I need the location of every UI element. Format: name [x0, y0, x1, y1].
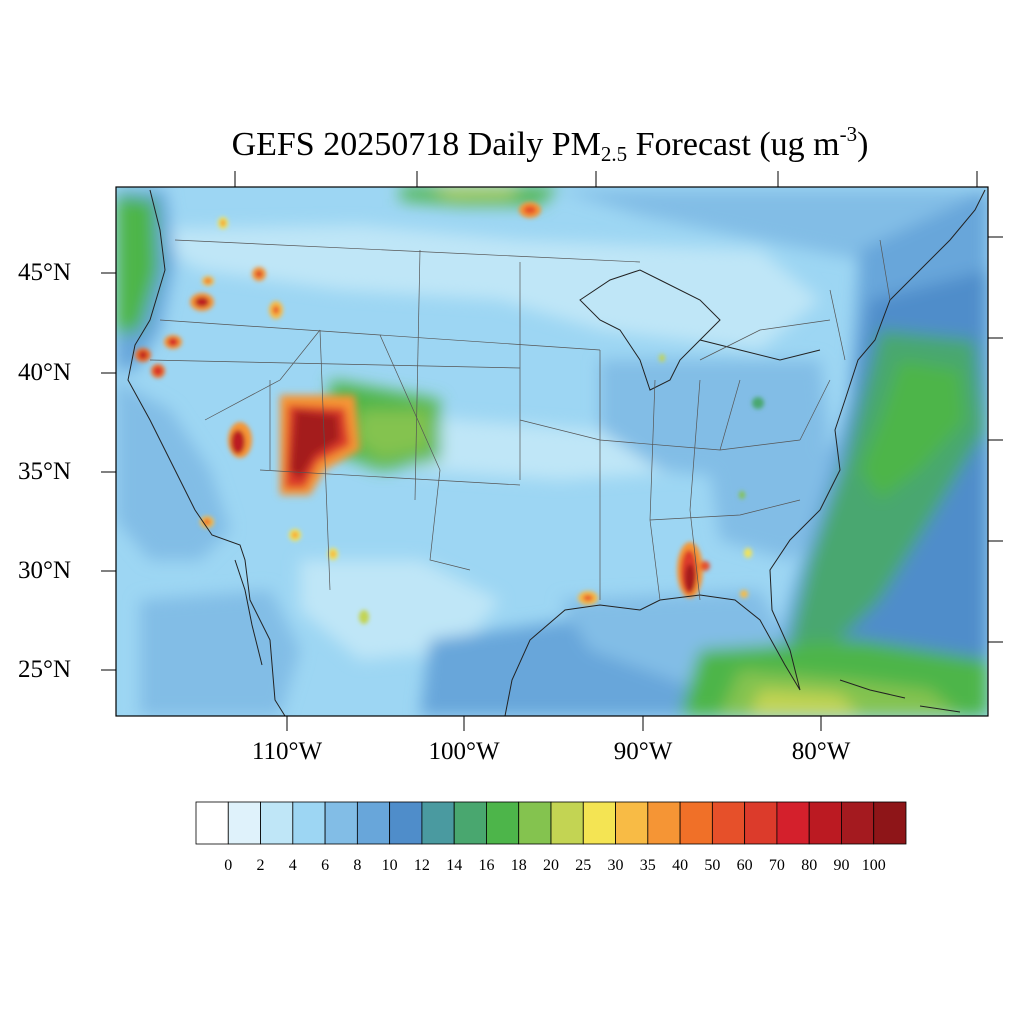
colorbar-label: 80: [801, 857, 818, 874]
colorbar-label: 8: [353, 857, 362, 874]
title-superscript: -3: [839, 122, 858, 146]
colorbar-label: 25: [575, 857, 592, 874]
lat-label-35n: 35°N: [18, 458, 72, 485]
lon-label-80w: 80°W: [791, 738, 851, 765]
map-field: [116, 187, 988, 716]
colorbar-label: 6: [321, 857, 330, 874]
colorbar-swatch: [744, 801, 778, 845]
colorbar-swatch: [453, 801, 487, 845]
state-borders: [149, 239, 891, 601]
lat-label-30n: 30°N: [18, 557, 72, 584]
broad-field: [116, 187, 988, 716]
colorbar-swatch: [518, 801, 552, 845]
top-tick-marks: [234, 171, 978, 187]
colorbar-swatch: [389, 801, 423, 845]
colorbar-swatch: [873, 801, 907, 845]
colorbar-label: 50: [704, 857, 721, 874]
lon-label-90w: 90°W: [613, 738, 673, 765]
lon-label-110w: 110°W: [251, 738, 323, 765]
colorbar-swatch: [292, 801, 326, 845]
colorbar-swatch: [776, 801, 810, 845]
colorbar-label: 18: [510, 857, 527, 874]
fire-hotspots: [135, 202, 764, 624]
colorbar-label: 16: [478, 857, 495, 874]
colorbar-swatch: [227, 801, 261, 845]
colorbar-swatch: [582, 801, 616, 845]
right-tick-marks: [988, 236, 1003, 643]
colorbar-label: 40: [672, 857, 689, 874]
title-prefix: GEFS 20250718 Daily PM: [231, 126, 601, 163]
left-tick-marks: [101, 272, 116, 671]
colorbar-label: 4: [288, 857, 297, 874]
colorbar-label: 100: [861, 857, 886, 874]
colorbar-label: 2: [256, 857, 265, 874]
lat-label-40n: 40°N: [18, 359, 72, 386]
plume-four-corners: [280, 395, 360, 495]
colorbar-swatch: [324, 801, 358, 845]
colorbar-label: 70: [768, 857, 785, 874]
colorbar: [195, 801, 907, 845]
colorbar-swatch: [260, 801, 294, 845]
chart-title: GEFS 20250718 Daily PM2.5 Forecast (ug m…: [0, 114, 1024, 174]
colorbar-swatch: [356, 801, 391, 845]
lat-label-25n: 25°N: [18, 656, 72, 683]
colorbar-label: 60: [736, 857, 753, 874]
lon-label-100w: 100°W: [428, 738, 500, 765]
title-suffix: ): [857, 126, 869, 163]
colorbar-swatch: [808, 801, 842, 845]
colorbar-swatch: [647, 801, 681, 845]
colorbar-label: 0: [224, 857, 233, 874]
colorbar-swatch: [486, 801, 520, 845]
colorbar-label: 90: [833, 857, 850, 874]
title-subscript: 2.5: [600, 142, 628, 166]
colorbar-label: 10: [381, 857, 398, 874]
colorbar-swatch: [615, 801, 649, 845]
colorbar-label: 14: [446, 857, 463, 874]
title-mid: Forecast (ug m: [627, 126, 840, 163]
colorbar-label: 20: [543, 857, 559, 874]
colorbar-swatch: [841, 801, 875, 845]
colorbar-swatch: [195, 801, 229, 845]
map-frame: [115, 186, 989, 717]
bottom-tick-marks: [286, 716, 822, 731]
colorbar-swatch: [711, 801, 746, 845]
lat-label-45n: 45°N: [18, 259, 72, 286]
colorbar-label: 12: [413, 857, 430, 874]
colorbar-label: 30: [607, 857, 624, 874]
colorbar-swatch: [421, 801, 455, 845]
colorbar-label: 35: [639, 857, 656, 874]
colorbar-swatch: [679, 801, 713, 845]
colorbar-swatch: [550, 801, 584, 845]
coastlines: [127, 189, 986, 716]
